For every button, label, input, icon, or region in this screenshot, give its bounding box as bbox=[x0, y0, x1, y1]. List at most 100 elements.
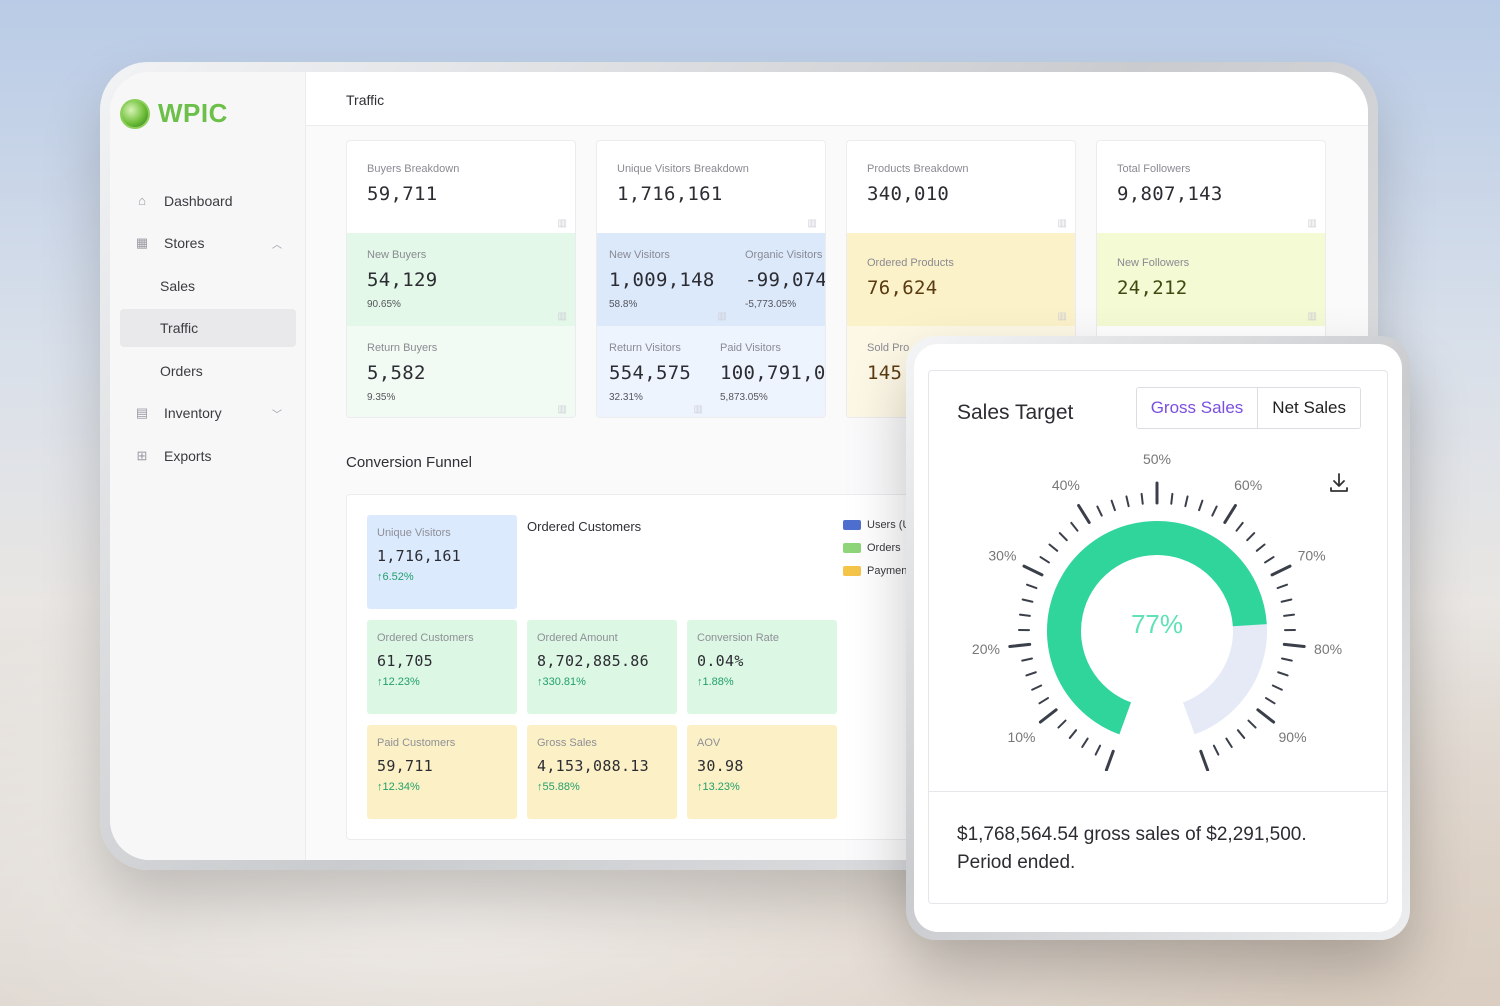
gauge-minor-tick bbox=[1070, 521, 1079, 532]
gauge-major-tick bbox=[1038, 708, 1058, 724]
paid-visitors-block: Paid Visitors 100,791,0 5,873.05% bbox=[720, 342, 826, 403]
card-title: Total Followers bbox=[1117, 163, 1191, 175]
gauge-minor-tick bbox=[1246, 532, 1256, 542]
gauge-minor-tick bbox=[1264, 556, 1275, 564]
conversion-rate-tile: Conversion Rate 0.04% ↑1.88% bbox=[687, 620, 837, 714]
sales-target-device: Sales Target Gross Sales Net Sales 0%10%… bbox=[906, 336, 1410, 940]
card-title: Sales Target bbox=[957, 401, 1074, 424]
sidebar-item-sales[interactable]: Sales bbox=[120, 267, 296, 305]
segment-value: 100,791,0 bbox=[720, 362, 826, 384]
gauge-minor-tick bbox=[1211, 505, 1218, 517]
gauge-minor-tick bbox=[1277, 671, 1289, 677]
legend-item-payments[interactable]: Payments bbox=[843, 565, 916, 577]
segment-value: 24,212 bbox=[1117, 277, 1188, 299]
segment-value: 5,582 bbox=[367, 362, 426, 384]
net-sales-tab[interactable]: Net Sales bbox=[1257, 388, 1360, 428]
bar-chart-icon[interactable]: ▥ bbox=[1057, 218, 1067, 229]
gauge-minor-tick bbox=[1110, 499, 1116, 512]
segment-label: New Buyers bbox=[367, 249, 427, 261]
globe-icon bbox=[120, 98, 150, 129]
tile-value: 59,711 bbox=[377, 757, 433, 775]
gauge-major-tick bbox=[1008, 642, 1032, 648]
segment-label: Sold Pro bbox=[867, 342, 910, 354]
gauge-tick-label: 20% bbox=[972, 641, 1000, 657]
sidebar-item-exports[interactable]: ⊞ Exports bbox=[120, 437, 296, 475]
sidebar-item-inventory[interactable]: ▤ Inventory ﹀ bbox=[120, 394, 296, 432]
legend-item-users[interactable]: Users (UV bbox=[843, 519, 918, 531]
sales-target-screen: Sales Target Gross Sales Net Sales 0%10%… bbox=[914, 344, 1402, 932]
gauge-minor-tick bbox=[1018, 613, 1031, 617]
bar-chart-icon[interactable]: ▥ bbox=[557, 404, 567, 415]
bar-chart-icon[interactable]: ▥ bbox=[717, 311, 727, 322]
unique-visitors-tile: Unique Visitors 1,716,161 ↑6.52% bbox=[367, 515, 517, 609]
tile-change: ↑6.52% bbox=[377, 571, 414, 583]
gauge-minor-tick bbox=[1225, 737, 1233, 748]
gauge-minor-tick bbox=[1038, 697, 1049, 705]
legend-label: Users (UV bbox=[867, 519, 918, 531]
legend-swatch bbox=[843, 543, 861, 553]
bar-chart-icon[interactable]: ▥ bbox=[1307, 218, 1317, 229]
tile-change: ↑55.88% bbox=[537, 781, 580, 793]
gauge-minor-tick bbox=[1255, 543, 1266, 552]
gauge-minor-tick bbox=[1276, 583, 1289, 590]
gauge-minor-tick bbox=[1281, 657, 1293, 662]
sidebar-item-dashboard[interactable]: ⌂ Dashboard bbox=[120, 182, 296, 220]
segment-value: 76,624 bbox=[867, 277, 938, 299]
organic-visitors-block: Organic Visitors -99,074 -5,773.05% bbox=[745, 249, 825, 310]
bar-chart-icon[interactable]: ▥ bbox=[807, 218, 817, 229]
store-icon: ▦ bbox=[135, 235, 149, 250]
sidebar-item-stores[interactable]: ▦ Stores ︿ bbox=[120, 224, 296, 262]
divider bbox=[929, 791, 1387, 792]
gauge-minor-tick bbox=[1236, 729, 1246, 739]
sales-target-card: Sales Target Gross Sales Net Sales 0%10%… bbox=[928, 370, 1388, 904]
unique-visitors-breakdown-card: Unique Visitors Breakdown 1,716,161 ▥ Ne… bbox=[596, 140, 826, 418]
segment-label: Return Buyers bbox=[367, 342, 438, 354]
gross-sales-tab[interactable]: Gross Sales bbox=[1136, 388, 1258, 428]
export-icon: ⊞ bbox=[136, 448, 148, 463]
bar-chart-icon[interactable]: ▥ bbox=[557, 218, 567, 229]
tile-value: 0.04% bbox=[697, 652, 744, 670]
tile-label: AOV bbox=[697, 737, 721, 749]
gauge-minor-tick bbox=[1096, 505, 1103, 517]
tile-value: 1,716,161 bbox=[377, 547, 461, 565]
sidebar-item-label: Inventory bbox=[164, 405, 222, 421]
aov-tile: AOV 30.98 ↑13.23% bbox=[687, 725, 837, 819]
segment-value: 1,009,148 bbox=[609, 269, 715, 291]
gauge-major-tick bbox=[1199, 749, 1210, 771]
legend-swatch bbox=[843, 520, 861, 530]
sidebar-item-label: Sales bbox=[160, 278, 196, 294]
legend-item-orders[interactable]: Orders bbox=[843, 542, 901, 554]
gauge-minor-tick bbox=[1081, 737, 1089, 748]
page-title: Traffic bbox=[346, 92, 385, 108]
gauge-major-tick bbox=[1104, 749, 1115, 771]
gauge-minor-tick bbox=[1021, 657, 1033, 662]
summary-line: Period ended. bbox=[957, 852, 1076, 873]
bar-chart-icon[interactable]: ▥ bbox=[1307, 311, 1317, 322]
sidebar-item-label: Exports bbox=[164, 448, 212, 464]
tile-change: ↑330.81% bbox=[537, 676, 586, 688]
buyers-breakdown-card: Buyers Breakdown 59,711 ▥ New Buyers 54,… bbox=[346, 140, 576, 418]
sidebar-item-orders[interactable]: Orders bbox=[120, 352, 296, 390]
ordered-products-segment: Ordered Products 76,624 ▥ bbox=[847, 233, 1075, 326]
tile-change: ↑13.23% bbox=[697, 781, 740, 793]
tile-value: 8,702,885.86 bbox=[537, 652, 649, 670]
segment-label: Ordered Products bbox=[867, 257, 954, 269]
sidebar-item-traffic[interactable]: Traffic bbox=[120, 309, 296, 347]
bar-chart-icon[interactable]: ▥ bbox=[557, 311, 567, 322]
conversion-funnel-panel: Unique Visitors 1,716,161 ↑6.52% Ordered… bbox=[346, 494, 946, 840]
download-icon[interactable] bbox=[1327, 471, 1351, 495]
gauge-tick-label: 50% bbox=[1143, 451, 1171, 467]
bar-chart-icon[interactable]: ▥ bbox=[693, 404, 703, 415]
sidebar-item-label: Stores bbox=[164, 235, 205, 251]
segment-label: Organic Visitors bbox=[745, 249, 823, 261]
tile-label: Paid Customers bbox=[377, 737, 456, 749]
bar-chart-icon[interactable]: ▥ bbox=[1057, 311, 1067, 322]
tile-label: Gross Sales bbox=[537, 737, 597, 749]
return-buyers-segment: Return Buyers 5,582 9.35% ▥ bbox=[347, 326, 575, 417]
segment-percent: 5,873.05% bbox=[720, 392, 768, 403]
header: Traffic bbox=[306, 72, 1368, 126]
gauge-minor-tick bbox=[1057, 719, 1067, 729]
sidebar-item-label: Traffic bbox=[160, 320, 199, 336]
card-title: Unique Visitors Breakdown bbox=[617, 163, 749, 175]
chevron-up-icon: ︿ bbox=[272, 239, 282, 251]
